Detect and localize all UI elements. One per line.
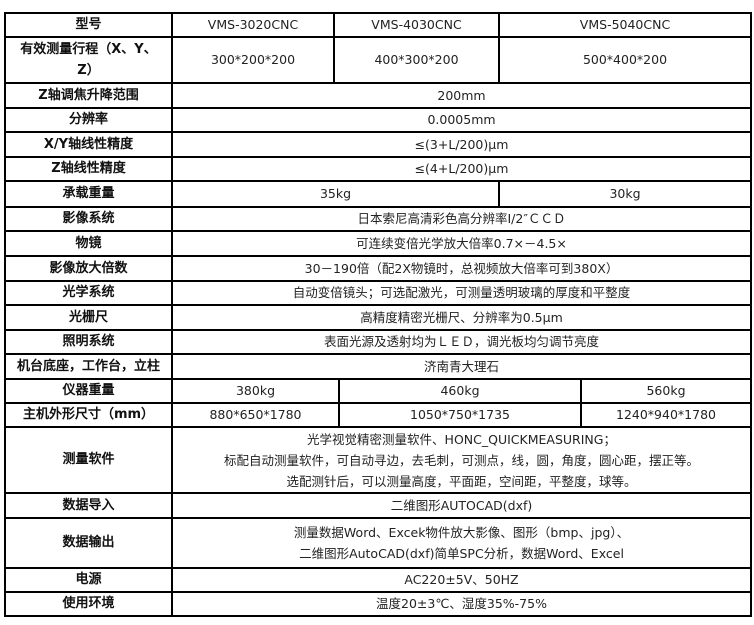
row-stroke: 有效测量行程（X、Y、 Z） 300*200*200 400*300*200 50… bbox=[4, 36, 752, 84]
row-data-import: 数据导入 二维图形AUTOCAD(dxf) bbox=[4, 492, 752, 519]
label: 影像系统 bbox=[4, 206, 173, 232]
row-optics: 光学系统 自动变倍镜头；可选配激光，可测量透明玻璃的厚度和平整度 bbox=[4, 280, 752, 306]
dim-2: 1050*750*1735 bbox=[338, 402, 582, 428]
row-imaging: 影像系统 日本索尼高清彩色高分辨率I/2″ＣＣＤ bbox=[4, 206, 752, 232]
label-line: Z） bbox=[77, 63, 100, 78]
row-z-accuracy: Z轴线性精度 ≤(4+L/200)μm bbox=[4, 156, 752, 182]
stroke-1: 300*200*200 bbox=[171, 36, 335, 84]
row-grating: 光栅尺 高精度精密光栅尺、分辨率为0.5μm bbox=[4, 304, 752, 331]
label: 分辨率 bbox=[4, 107, 173, 133]
value: 可连续变倍光学放大倍率0.7×－4.5× bbox=[171, 230, 752, 257]
label: Z轴调焦升降范围 bbox=[4, 82, 173, 109]
row-objective: 物镜 可连续变倍光学放大倍率0.7×－4.5× bbox=[4, 230, 752, 257]
software-line: 标配自动测量软件，可自动寻边，去毛刺，可测点，线，圆，角度，圆心距，摆正等。 bbox=[223, 452, 699, 468]
load-2: 30kg bbox=[498, 180, 752, 208]
value: ≤(3+L/200)μm bbox=[171, 131, 752, 158]
dim-1: 880*650*1780 bbox=[171, 402, 340, 428]
label-line: 有效测量行程（X、Y、 bbox=[20, 42, 157, 57]
load-1: 35kg bbox=[171, 180, 500, 208]
weight-2: 460kg bbox=[338, 378, 582, 404]
value: 高精度精密光栅尺、分辨率为0.5μm bbox=[171, 304, 752, 331]
value: 测量数据Word、Excek物件放大影像、图形（bmp、jpg）、 二维图形Au… bbox=[171, 517, 752, 569]
label: 物镜 bbox=[4, 230, 173, 257]
label: 电源 bbox=[4, 567, 173, 593]
row-z-range: Z轴调焦升降范围 200mm bbox=[4, 82, 752, 109]
row-magnification: 影像放大倍数 30－190倍（配2X物镜时，总视频放大倍率可到380X） bbox=[4, 255, 752, 282]
row-weight: 仪器重量 380kg 460kg 560kg bbox=[4, 378, 752, 404]
value: 30－190倍（配2X物镜时，总视频放大倍率可到380X） bbox=[171, 255, 752, 282]
value: 光学视觉精密测量软件、HONC_QUICKMEASURING； 标配自动测量软件… bbox=[171, 426, 752, 494]
label: Z轴线性精度 bbox=[4, 156, 173, 182]
value: 表面光源及透射均为ＬＥＤ，调光板均匀调节亮度 bbox=[171, 329, 752, 355]
export-line: 二维图形AutoCAD(dxf)简单SPC分析，数据Word、Excel bbox=[299, 546, 624, 561]
row-model: 型号 VMS-3020CNC VMS-4030CNC VMS-5040CNC bbox=[4, 12, 752, 38]
software-line: 光学视觉精密测量软件、HONC_QUICKMEASURING； bbox=[307, 431, 616, 447]
row-lighting: 照明系统 表面光源及透射均为ＬＥＤ，调光板均匀调节亮度 bbox=[4, 329, 752, 355]
label: 承载重量 bbox=[4, 180, 173, 208]
label-stroke: 有效测量行程（X、Y、 Z） bbox=[4, 36, 173, 84]
label: X/Y轴线性精度 bbox=[4, 131, 173, 158]
row-software: 测量软件 光学视觉精密测量软件、HONC_QUICKMEASURING； 标配自… bbox=[4, 426, 752, 494]
row-dimensions: 主机外形尺寸（mm） 880*650*1780 1050*750*1735 12… bbox=[4, 402, 752, 428]
label: 使用环境 bbox=[4, 591, 173, 617]
row-xy-accuracy: X/Y轴线性精度 ≤(3+L/200)μm bbox=[4, 131, 752, 158]
weight-1: 380kg bbox=[171, 378, 340, 404]
value: 济南青大理石 bbox=[171, 353, 752, 380]
label: 主机外形尺寸（mm） bbox=[4, 402, 173, 428]
label: 光栅尺 bbox=[4, 304, 173, 331]
value: 200mm bbox=[171, 82, 752, 109]
label: 测量软件 bbox=[4, 426, 173, 494]
row-base: 机台底座，工作台，立柱 济南青大理石 bbox=[4, 353, 752, 380]
row-environment: 使用环境 温度20±3℃、湿度35%-75% bbox=[4, 591, 752, 617]
value: 0.0005mm bbox=[171, 107, 752, 133]
value: ≤(4+L/200)μm bbox=[171, 156, 752, 182]
stroke-2: 400*300*200 bbox=[333, 36, 500, 84]
label: 数据输出 bbox=[4, 517, 173, 569]
value: 温度20±3℃、湿度35%-75% bbox=[171, 591, 752, 617]
label: 数据导入 bbox=[4, 492, 173, 519]
label: 仪器重量 bbox=[4, 378, 173, 404]
software-line: 选配测针后，可以测量高度，平面距，空间距，平整度，球等。 bbox=[286, 473, 637, 489]
row-load: 承载重量 35kg 30kg bbox=[4, 180, 752, 208]
label-model: 型号 bbox=[4, 12, 173, 38]
value: 自动变倍镜头；可选配激光，可测量透明玻璃的厚度和平整度 bbox=[171, 280, 752, 306]
weight-3: 560kg bbox=[580, 378, 752, 404]
label: 照明系统 bbox=[4, 329, 173, 355]
label: 机台底座，工作台，立柱 bbox=[4, 353, 173, 380]
dim-3: 1240*940*1780 bbox=[580, 402, 752, 428]
model-2: VMS-4030CNC bbox=[333, 12, 500, 38]
value: 日本索尼高清彩色高分辨率I/2″ＣＣＤ bbox=[171, 206, 752, 232]
row-data-export: 数据输出 测量数据Word、Excek物件放大影像、图形（bmp、jpg）、 二… bbox=[4, 517, 752, 569]
value: 二维图形AUTOCAD(dxf) bbox=[171, 492, 752, 519]
label: 光学系统 bbox=[4, 280, 173, 306]
model-3: VMS-5040CNC bbox=[498, 12, 752, 38]
stroke-3: 500*400*200 bbox=[498, 36, 752, 84]
export-line: 测量数据Word、Excek物件放大影像、图形（bmp、jpg）、 bbox=[293, 525, 630, 540]
row-power: 电源 AC220±5V、50HZ bbox=[4, 567, 752, 593]
spec-table: 型号 VMS-3020CNC VMS-4030CNC VMS-5040CNC 有… bbox=[4, 12, 752, 617]
row-resolution: 分辨率 0.0005mm bbox=[4, 107, 752, 133]
model-1: VMS-3020CNC bbox=[171, 12, 335, 38]
label: 影像放大倍数 bbox=[4, 255, 173, 282]
value: AC220±5V、50HZ bbox=[171, 567, 752, 593]
